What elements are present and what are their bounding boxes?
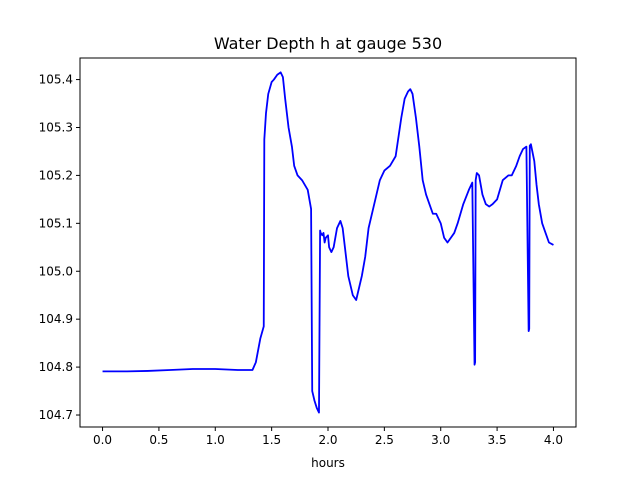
x-tick-label: 3.0 (431, 433, 450, 447)
y-tick-label: 105.2 (39, 168, 73, 182)
y-tick-label: 104.9 (39, 312, 73, 326)
plot-frame (79, 57, 577, 428)
series-line (102, 71, 554, 414)
y-tick-label: 105.0 (39, 264, 73, 278)
chart-title: Water Depth h at gauge 530 (214, 34, 442, 53)
x-tick-label: 3.5 (488, 433, 507, 447)
x-tick-label: 4.0 (544, 433, 563, 447)
x-tick-label: 1.5 (262, 433, 281, 447)
x-tick-label: 0.0 (93, 433, 112, 447)
y-tick-label: 104.7 (39, 408, 73, 422)
y-tick-label: 105.1 (39, 216, 73, 230)
x-tick-label: 2.5 (375, 433, 394, 447)
y-axis-ticks: 104.7 104.8 104.9 105.0 105.1 105.2 105.3 105.4 (39, 73, 80, 422)
x-tick-label: 2.0 (318, 433, 337, 447)
x-tick-label: 1.0 (206, 433, 225, 447)
x-axis-label: hours (311, 456, 345, 470)
y-tick-label: 105.3 (39, 120, 73, 134)
y-tick-label: 104.8 (39, 360, 73, 374)
y-tick-label: 105.4 (39, 73, 73, 87)
x-tick-label: 0.5 (149, 433, 168, 447)
x-axis-ticks: 0.0 0.5 1.0 1.5 2.0 2.5 3.0 3.5 4.0 (93, 427, 563, 447)
